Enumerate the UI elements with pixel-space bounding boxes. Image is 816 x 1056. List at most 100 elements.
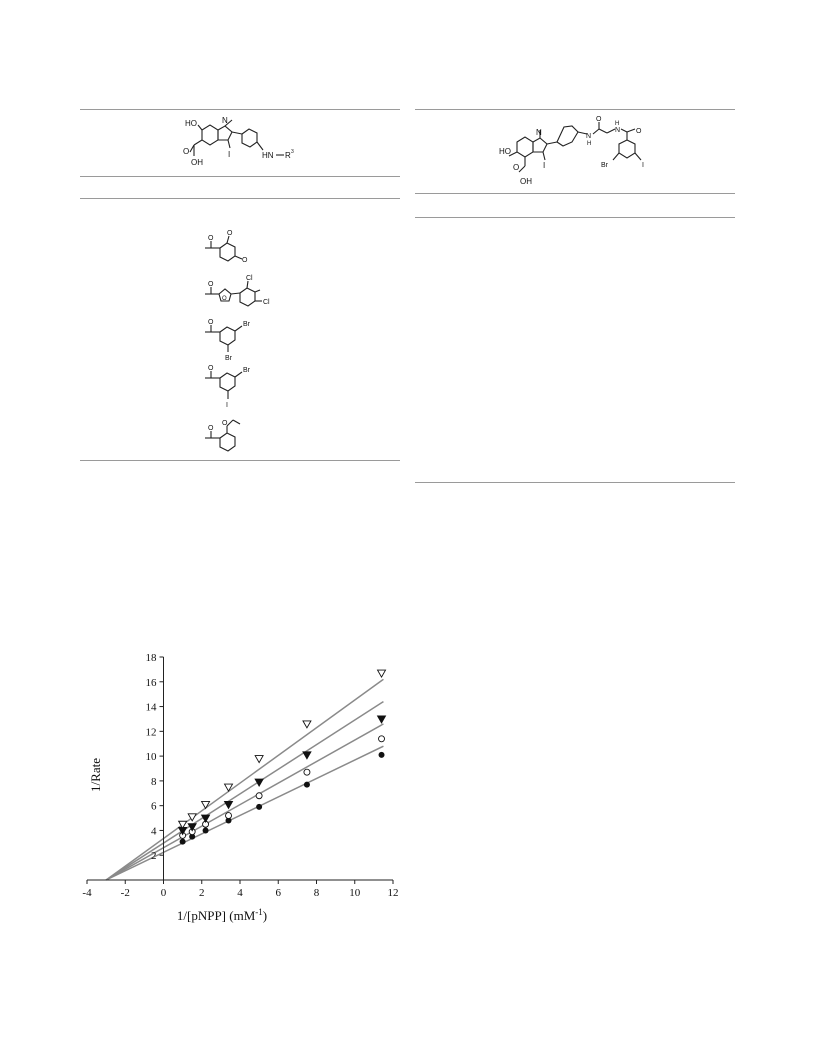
series-2-point <box>378 735 385 743</box>
x-tick-label: 8 <box>314 887 320 899</box>
substituent-3-br-label: Br <box>243 321 251 328</box>
lineweaver-burk-plot: -4 -2 0 2 4 6 8 10 12 2 4 6 8 10 12 14 16 18 1/Rate 1/[pN… <box>82 652 398 923</box>
substituent-2-structure: O Cl O Cl <box>205 275 270 307</box>
substituent-4-carbonyl-o: O <box>208 365 214 372</box>
data-points <box>177 669 387 845</box>
y-tick-label: 16 <box>146 677 158 689</box>
table2-header-rule <box>415 193 735 194</box>
table2-bottom-rule <box>415 482 735 483</box>
x-tick-label: 0 <box>161 887 167 899</box>
t2-i2-label: I <box>642 162 644 169</box>
table2-body-rule <box>415 217 735 218</box>
substituent-4-br-label: Br <box>243 367 251 374</box>
x-axis-label: 1/[pNPP] (mM-1) <box>177 907 267 923</box>
series-2-point <box>303 768 311 776</box>
t2-br-label: Br <box>601 162 609 169</box>
series-3-point <box>254 778 264 788</box>
substituent-1-carbonyl-o: O <box>208 235 214 242</box>
fit-line-2 <box>105 723 384 881</box>
series-3-point <box>200 814 211 823</box>
t2-n-label: N <box>536 128 542 137</box>
series-4-point <box>223 783 234 792</box>
series-3-point <box>376 715 387 724</box>
x-tick-label: 2 <box>199 887 205 899</box>
x-axis-label-main: 1/[pNPP] (mM <box>177 908 256 923</box>
series-3-point <box>187 823 197 832</box>
x-tick-label: 6 <box>276 887 282 899</box>
series-4-point <box>187 813 197 822</box>
series-1-point <box>378 751 385 758</box>
y-tick-label: 14 <box>146 702 158 714</box>
series-2-point <box>225 812 232 820</box>
t2-oh-label: OH <box>520 177 532 186</box>
fit-lines <box>105 678 384 881</box>
substituent-1-methoxy-o2: O <box>242 257 248 264</box>
t2-i-label: I <box>543 161 545 170</box>
y-tick-label: 8 <box>151 776 157 788</box>
x-axis-label-superscript: -1 <box>255 907 263 917</box>
series-3-point <box>302 751 312 760</box>
table1-body-rule <box>80 198 400 199</box>
y-tick-label: 10 <box>146 751 158 763</box>
fit-line-1 <box>105 745 384 881</box>
x-tick-label: 4 <box>237 887 243 899</box>
substituent-2-cl-label: Cl <box>246 275 253 282</box>
series-1-point <box>303 781 310 788</box>
y-tick-label: 2 <box>151 850 157 862</box>
x-tick-label: -4 <box>82 887 92 899</box>
x-tick-label: 12 <box>388 887 399 899</box>
x-axis-label-tail: ) <box>263 908 267 923</box>
t2-amide-n1-label: N <box>586 133 591 140</box>
substituent-5-structure: O O <box>205 419 241 452</box>
t2-ho-label: HO <box>499 147 511 156</box>
axes <box>86 656 394 884</box>
fit-line-4 <box>105 678 384 881</box>
y-tick-label: 12 <box>146 726 157 738</box>
y-tick-label: 4 <box>151 825 157 837</box>
substituent-2-cl2-label: Cl <box>263 299 270 306</box>
series-1-point <box>256 803 263 810</box>
scaffold-r-superscript: 3 <box>291 149 294 155</box>
substituent-1-methoxy-o: O <box>227 230 233 237</box>
substituent-5-ether-o: O <box>222 420 228 427</box>
scaffold-oh-label: OH <box>191 158 203 167</box>
t2-amide-n2-label: N <box>615 127 620 134</box>
fit-line-3 <box>105 700 384 881</box>
substituent-4-i-label: I <box>226 402 228 409</box>
t2-o-label: O <box>513 163 519 172</box>
table2-top-rule <box>415 109 735 110</box>
t2-carbonyl-o-label: O <box>596 116 602 123</box>
tick-labels: -4 -2 0 2 4 6 8 10 12 2 4 6 8 10 12 14 16 18 <box>82 652 398 899</box>
substituent-1-structure: O O O <box>205 230 248 264</box>
substituent-5-carbonyl-o: O <box>208 425 214 432</box>
x-tick-label: 10 <box>349 887 361 899</box>
x-tick-label: -2 <box>121 887 130 899</box>
series-1-point <box>225 817 232 824</box>
series-1-point <box>202 827 209 834</box>
y-tick-label: 18 <box>146 652 158 664</box>
t2-amide-h1-label: H <box>587 141 591 147</box>
series-4-point <box>302 720 312 729</box>
series-1-point <box>189 833 196 840</box>
scaffold-r-label: R <box>285 151 291 160</box>
series-4-point <box>177 820 188 830</box>
series-4-point <box>376 669 387 679</box>
table2-compound-structure: HO N O OH I N H O N H O Br I <box>499 116 644 186</box>
y-axis-label: 1/Rate <box>88 758 103 792</box>
series-4-point <box>200 800 211 810</box>
scaffold-i-label: I <box>228 150 230 159</box>
substituent-4-structure: O Br I <box>205 365 251 409</box>
substituent-2-carbonyl-o: O <box>208 281 214 288</box>
y-tick-label: 6 <box>151 801 157 813</box>
scaffold-ho-label: HO <box>185 119 197 128</box>
scaffold-hn-label: HN <box>262 151 274 160</box>
substituent-3-carbonyl-o: O <box>208 319 214 326</box>
table1-header-rule <box>80 176 400 177</box>
series-1-point <box>179 838 186 845</box>
series-3-point <box>223 800 234 810</box>
series-2-point <box>255 792 263 800</box>
table1-bottom-rule <box>80 460 400 461</box>
scaffold-n-label: N <box>222 116 228 125</box>
substituent-3-structure: O Br Br <box>205 319 251 362</box>
table1-scaffold-structure: HO N O OH I HN R 3 <box>183 116 294 167</box>
